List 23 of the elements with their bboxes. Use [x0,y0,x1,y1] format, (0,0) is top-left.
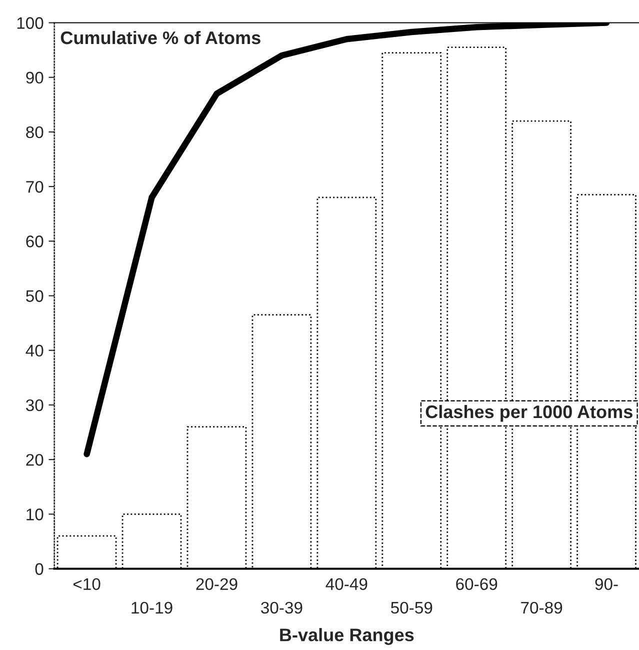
y-tick-label: 20 [26,454,44,466]
x-tick-label: <10 [73,578,100,590]
y-tick-label: 60 [26,236,44,248]
x-tick-label: 70-89 [521,602,562,614]
x-tick-label: 30-39 [261,602,302,614]
x-tick-label: 40-49 [326,578,368,590]
y-tick-label: 0 [35,563,44,575]
x-tick-label: 10-19 [132,602,172,614]
y-tick-label: 80 [26,126,44,138]
x-tick-label: 60-69 [456,578,498,590]
y-tick-label: 10 [26,508,44,520]
series-label: Clashes per 1000 Atoms [426,404,632,422]
x-axis-title: B-value Ranges [280,628,414,645]
x-tick-label: 90- [595,578,618,590]
y-tick-label: 40 [26,344,44,357]
y-tick-label: 70 [26,180,44,193]
y-tick-label: 30 [26,399,44,412]
series-label: Cumulative % of Atoms [60,30,260,44]
y-tick-label: 50 [26,290,44,302]
x-tick-label: 50-59 [390,602,432,614]
y-tick-label: 100 [17,17,44,29]
y-tick-label: 90 [26,72,44,84]
x-tick-label: 20-29 [196,578,238,590]
